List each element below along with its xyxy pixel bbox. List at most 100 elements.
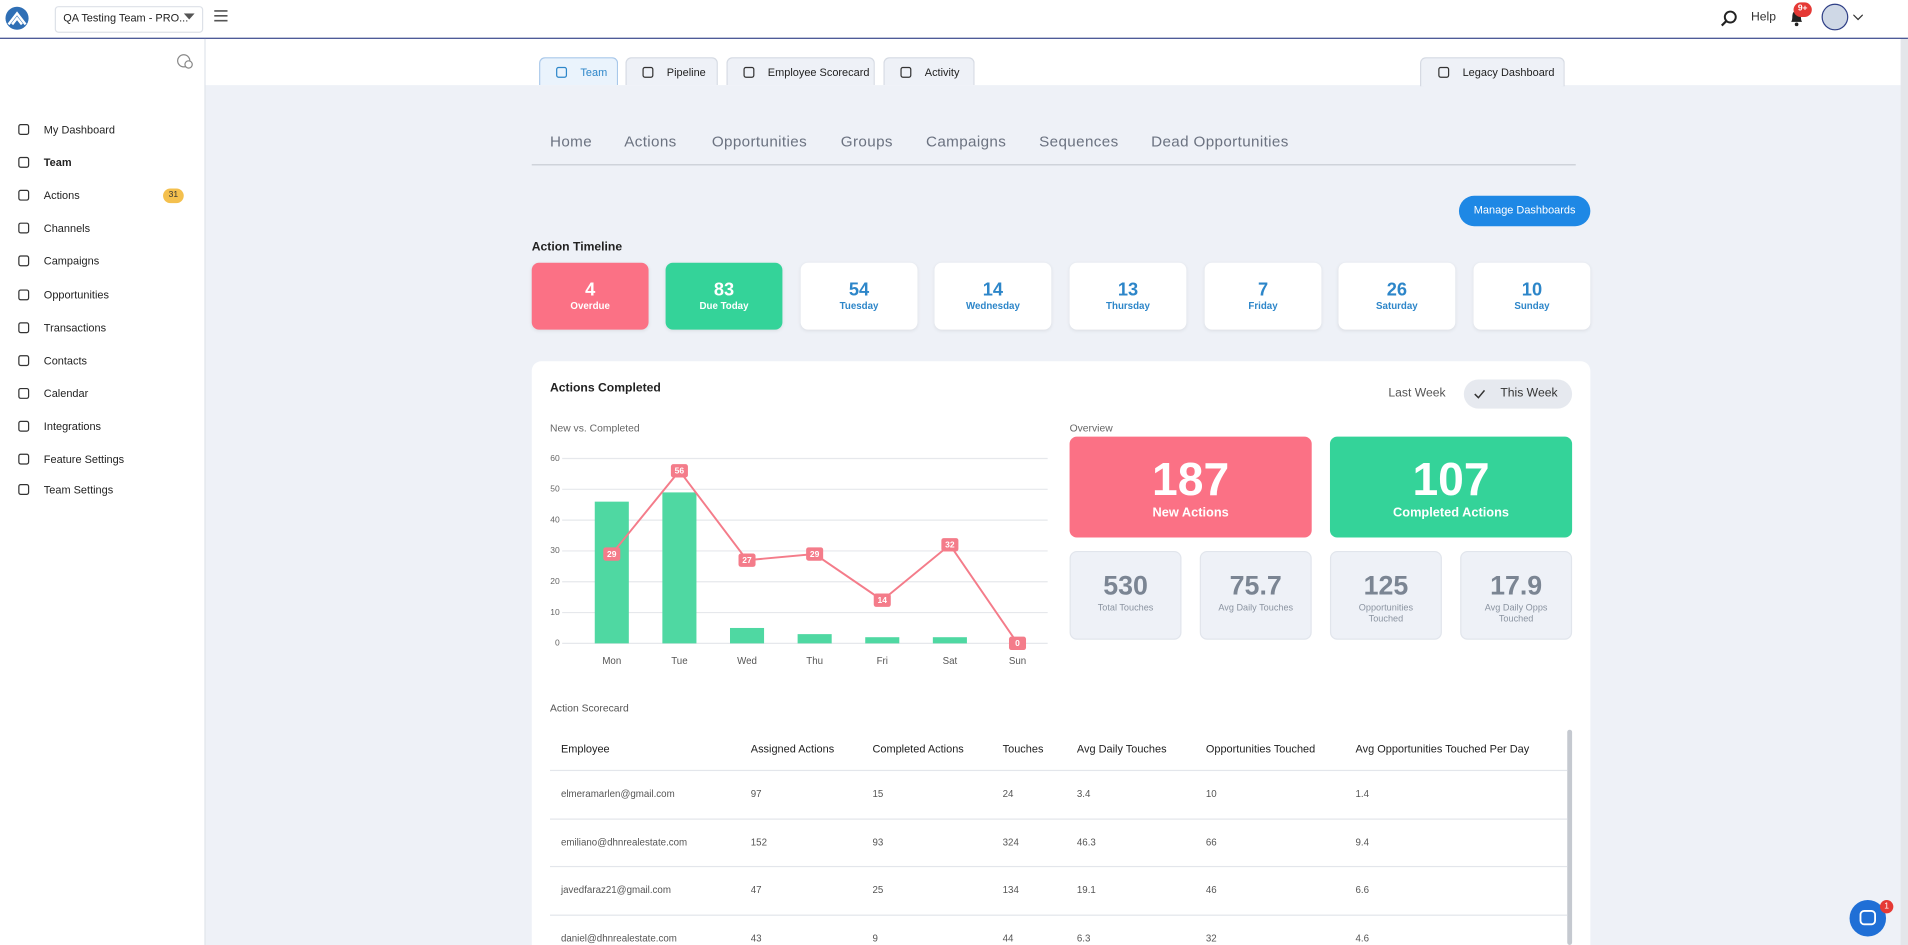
stat-value: 17.9 bbox=[1490, 570, 1543, 601]
logo bbox=[5, 6, 29, 30]
team-name: QA Testing Team - PRO... bbox=[63, 11, 189, 24]
tab[interactable] bbox=[625, 57, 718, 86]
bar bbox=[729, 627, 765, 644]
chat-icon bbox=[1859, 910, 1877, 926]
tab-icon bbox=[642, 66, 654, 78]
point-label: 29 bbox=[607, 549, 617, 559]
sidebar-item[interactable]: Actions bbox=[43, 189, 80, 202]
table-cell: 15 bbox=[872, 788, 884, 800]
table-cell: 97 bbox=[750, 788, 762, 800]
table-cell: 47 bbox=[750, 884, 762, 896]
table-cell: elmeramarlen@gmail.com bbox=[560, 788, 675, 800]
table-cell: 9 bbox=[872, 932, 878, 944]
sidebar-item[interactable]: Team bbox=[43, 156, 72, 169]
timeline-card[interactable] bbox=[1069, 262, 1187, 330]
y-tick-label: 40 bbox=[550, 514, 560, 524]
table-cell: 4.6 bbox=[1355, 932, 1370, 944]
timeline-value: 7 bbox=[1257, 279, 1269, 301]
toggle-this-week-label: This Week bbox=[1500, 386, 1558, 401]
stat-label: Avg Daily Touches bbox=[1218, 602, 1294, 613]
row-divider bbox=[549, 865, 1568, 868]
column-header: Assigned Actions bbox=[750, 742, 835, 755]
timeline-card[interactable] bbox=[800, 262, 918, 330]
point-label: 32 bbox=[945, 540, 955, 550]
column-header: Completed Actions bbox=[872, 742, 964, 755]
table-cell: 10 bbox=[1205, 788, 1217, 800]
table-cell: 93 bbox=[872, 836, 884, 848]
timeline-title: Action Timeline bbox=[531, 240, 623, 255]
sidebar-icon bbox=[18, 453, 30, 465]
sidebar-item[interactable]: Calendar bbox=[43, 387, 89, 400]
sidebar-icon bbox=[18, 156, 30, 168]
manage-dashboards-label: Manage Dashboards bbox=[1473, 203, 1576, 216]
sidebar-item[interactable]: Campaigns bbox=[43, 254, 100, 268]
search-icon[interactable] bbox=[1720, 10, 1738, 27]
timeline-label: Friday bbox=[1248, 300, 1278, 312]
x-tick-label: Wed bbox=[737, 656, 757, 667]
stat-label: Total Touches bbox=[1097, 602, 1154, 613]
sidebar-item[interactable]: Contacts bbox=[43, 354, 88, 367]
subnav-item[interactable]: Sequences bbox=[1039, 133, 1119, 151]
table-cell: 24 bbox=[1002, 788, 1014, 800]
tab-icon bbox=[556, 66, 568, 78]
chart-title: New vs. Completed bbox=[549, 421, 640, 435]
stat-value: 530 bbox=[1103, 570, 1148, 601]
table-cell: 32 bbox=[1205, 932, 1217, 944]
sidebar-item[interactable]: My Dashboard bbox=[43, 123, 116, 136]
table-cell: 152 bbox=[750, 836, 768, 848]
sidebar-item[interactable]: Opportunities bbox=[43, 288, 109, 302]
help-link[interactable]: Help bbox=[1750, 10, 1777, 25]
x-tick-label: Tue bbox=[671, 656, 687, 667]
sidebar-item[interactable]: Channels bbox=[43, 222, 91, 235]
sidebar-item[interactable]: Feature Settings bbox=[43, 453, 125, 466]
timeline-card[interactable] bbox=[665, 262, 783, 330]
table-cell: 1.4 bbox=[1355, 788, 1370, 800]
overview-label: Completed Actions bbox=[1393, 505, 1510, 521]
menu-icon[interactable] bbox=[214, 10, 228, 22]
overview-value: 187 bbox=[1152, 455, 1230, 507]
sidebar-item[interactable]: Transactions bbox=[43, 321, 107, 334]
subnav-underline bbox=[531, 164, 1576, 166]
tab[interactable] bbox=[539, 57, 619, 86]
timeline-card[interactable] bbox=[934, 262, 1052, 330]
sidebar-icon bbox=[18, 222, 30, 234]
sidebar-toggle[interactable] bbox=[176, 52, 193, 69]
subnav-item[interactable]: Home bbox=[549, 133, 593, 151]
stat-card bbox=[1460, 550, 1573, 640]
sidebar-item[interactable]: Integrations bbox=[43, 420, 102, 433]
team-select[interactable] bbox=[54, 6, 204, 33]
point-label-box bbox=[603, 547, 621, 561]
subnav-item[interactable]: Dead Opportunities bbox=[1151, 133, 1289, 151]
tab[interactable] bbox=[883, 57, 975, 86]
tab-icon bbox=[900, 66, 912, 78]
timeline-card[interactable] bbox=[531, 262, 649, 330]
avatar[interactable] bbox=[1821, 3, 1849, 31]
toggle-last-week[interactable]: Last Week bbox=[1388, 386, 1446, 401]
timeline-label: Due Today bbox=[699, 300, 749, 312]
subnav-item[interactable]: Groups bbox=[840, 133, 893, 151]
timeline-card[interactable] bbox=[1338, 262, 1456, 330]
table-cell: 324 bbox=[1002, 836, 1019, 848]
legacy-tab[interactable] bbox=[1420, 57, 1565, 87]
table-cell: 6.6 bbox=[1355, 884, 1370, 896]
tab-strip bbox=[205, 38, 1901, 86]
subnav-item[interactable]: Actions bbox=[624, 133, 677, 151]
timeline-card[interactable] bbox=[1204, 262, 1322, 330]
timeline-card[interactable] bbox=[1473, 262, 1591, 330]
page-scrollbar bbox=[1900, 38, 1908, 945]
x-tick-label: Sat bbox=[943, 656, 958, 667]
table-cell: 6.3 bbox=[1076, 932, 1091, 944]
subnav-item[interactable]: Opportunities bbox=[711, 133, 808, 151]
sidebar-item[interactable]: Team Settings bbox=[43, 483, 114, 496]
table-cell: 134 bbox=[1002, 884, 1019, 896]
table-cell: 43 bbox=[750, 932, 762, 944]
subnav-item[interactable]: Campaigns bbox=[925, 133, 1007, 151]
stat-card bbox=[1199, 550, 1312, 640]
manage-dashboards-button[interactable] bbox=[1458, 195, 1591, 227]
tab[interactable] bbox=[726, 57, 875, 86]
sidebar-icon bbox=[18, 387, 30, 399]
timeline-label: Overdue bbox=[570, 300, 610, 312]
table-cell: javedfaraz21@gmail.com bbox=[560, 884, 671, 896]
sidebar-icon bbox=[18, 124, 30, 135]
point-label-box bbox=[873, 593, 891, 607]
